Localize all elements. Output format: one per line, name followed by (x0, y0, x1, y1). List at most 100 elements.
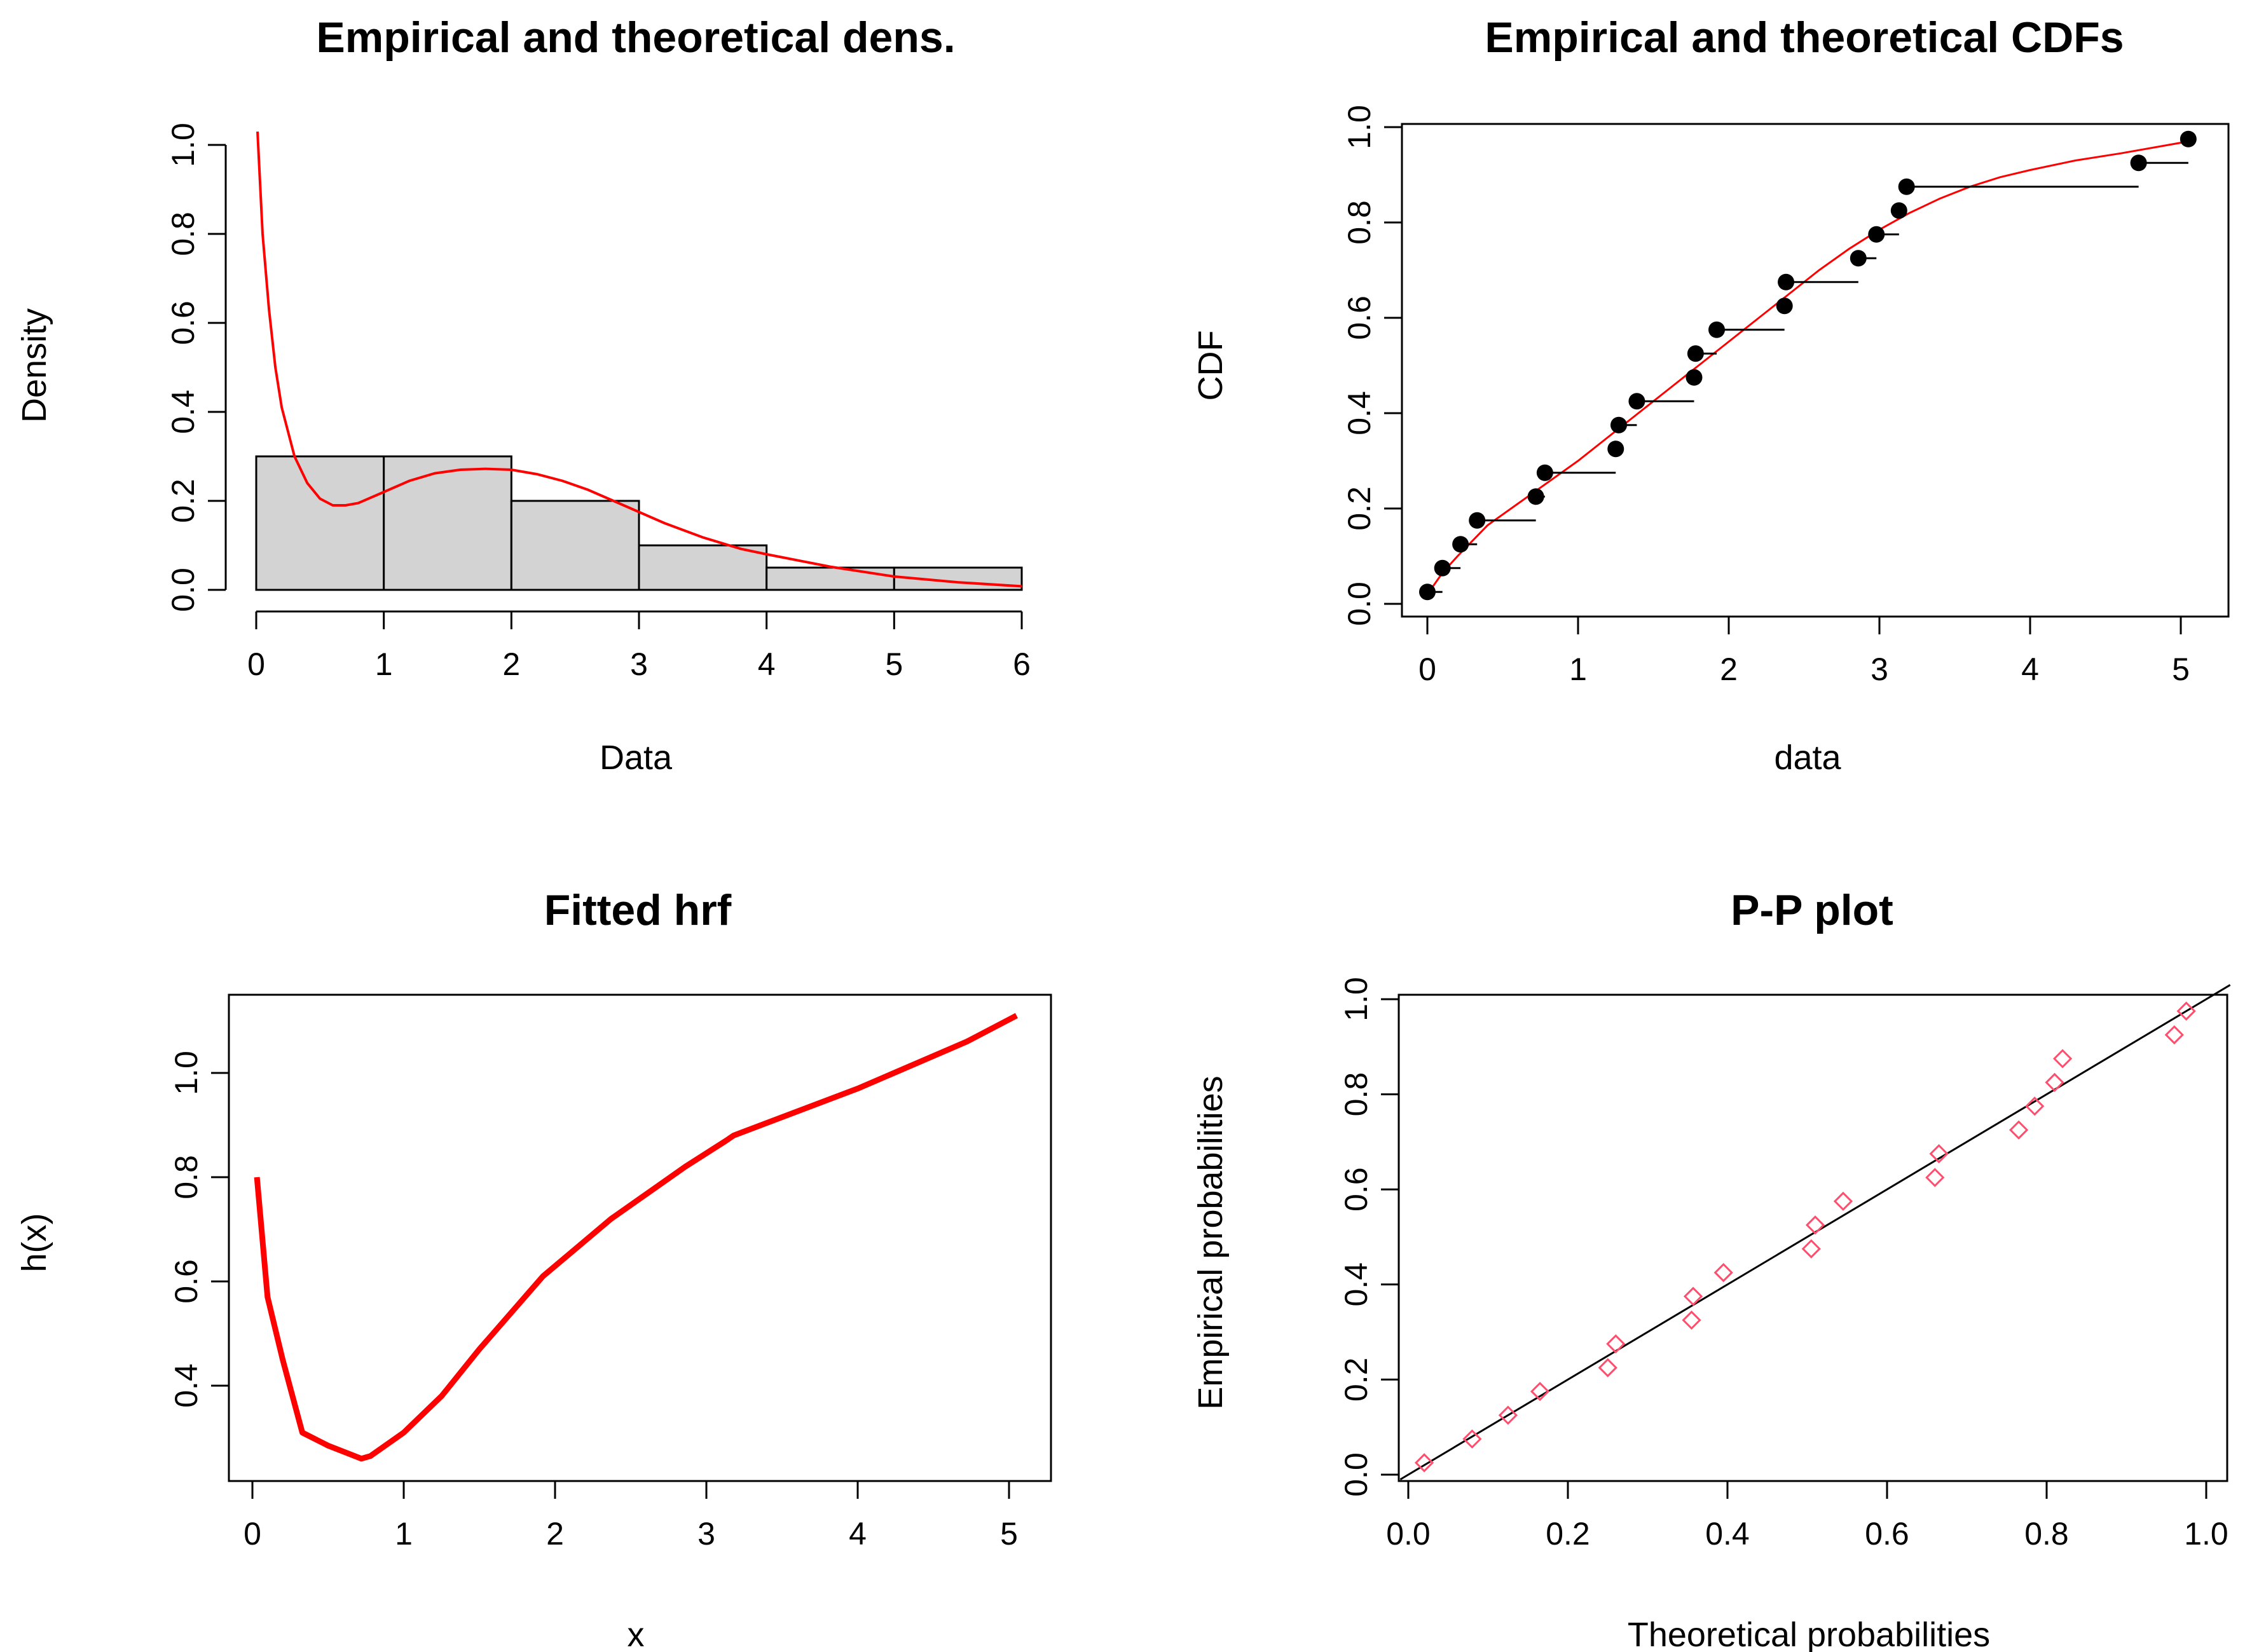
density-title: Empirical and theoretical dens. (316, 13, 955, 62)
hrf-x-tick-label: 3 (697, 1516, 715, 1552)
cdf-title: Empirical and theoretical CDFs (1485, 13, 2124, 62)
pp-point (1498, 1405, 1518, 1425)
cdf-y-tick-label: 0.2 (1342, 486, 1377, 531)
hrf-panel: Fitted hrf x h(x) 0 1 2 3 4 5 0.4 0.6 0.8 1.0 (15, 886, 1052, 1652)
pp-point (1683, 1287, 1703, 1306)
cdf-x-tick-label: 4 (2021, 652, 2039, 687)
pp-y-tick-label: 0.6 (1338, 1167, 1374, 1212)
cdf-point (1868, 226, 1885, 243)
cdf-point (2180, 130, 2197, 147)
pp-point (1462, 1429, 1482, 1449)
pp-y-tick-label: 0.0 (1338, 1452, 1374, 1497)
density-x-tick-label: 1 (375, 646, 393, 682)
pp-point (1682, 1310, 1701, 1330)
pp-point (1598, 1358, 1617, 1377)
density-ylabel: Density (15, 308, 53, 423)
pp-point (1801, 1239, 1821, 1259)
hrf-y-tick-label: 0.4 (168, 1363, 204, 1408)
pp-panel: P-P plot Theoretical probabilities Empir… (1191, 886, 2231, 1652)
histogram-bar (510, 500, 640, 591)
pp-point (1606, 1334, 1626, 1354)
cdf-point (1419, 584, 1436, 601)
density-x-tick-label: 6 (1013, 646, 1031, 682)
pp-y-tick-label: 0.2 (1338, 1358, 1374, 1402)
hrf-y-tick-label: 0.6 (168, 1259, 204, 1304)
hrf-series-line (254, 1013, 1018, 1462)
cdf-point (1687, 345, 1704, 362)
pp-point (1414, 1453, 1434, 1473)
density-xlabel: Data (600, 739, 673, 777)
density-x-tick-label: 0 (247, 646, 265, 682)
hrf-y-tick-label: 0.8 (168, 1155, 204, 1199)
density-x-tick-label: 4 (758, 646, 776, 682)
cdf-x-tick-label: 3 (1871, 652, 1888, 687)
cdf-xlabel: data (1774, 739, 1841, 777)
cdf-y-tick-label: 0.0 (1342, 582, 1377, 626)
pp-point (1805, 1215, 1825, 1235)
cdf-point (2130, 154, 2147, 172)
hrf-x-tick-label: 2 (546, 1516, 564, 1552)
density-x-tick-label: 2 (502, 646, 520, 682)
cdf-panel: Empirical and theoretical CDFs data CDF … (1191, 13, 2230, 777)
cdf-y-tick-label: 0.6 (1342, 296, 1377, 340)
density-x-tick-label: 3 (630, 646, 648, 682)
histogram-bar (383, 455, 512, 591)
density-y-tick-label: 0.0 (165, 568, 201, 612)
hrf-ylabel: h(x) (15, 1213, 53, 1273)
pp-point (1929, 1143, 1949, 1164)
pp-x-tick-label: 0.8 (2024, 1516, 2069, 1552)
pp-y-tick-label: 0.8 (1338, 1072, 1374, 1117)
pp-x-tick-label: 0.2 (1546, 1516, 1590, 1552)
density-y-tick-label: 0.2 (165, 479, 201, 523)
cdf-x-tick-label: 5 (2172, 652, 2190, 687)
cdf-ylabel: CDF (1191, 331, 1230, 401)
cdf-x-tick-label: 1 (1569, 652, 1587, 687)
cdf-plot-box (1401, 123, 2230, 618)
cdf-point (1527, 488, 1544, 505)
histogram-bar (255, 455, 385, 591)
hrf-x-tick-label: 4 (849, 1516, 867, 1552)
histogram-bar (638, 544, 768, 591)
cdf-point (1708, 321, 1726, 338)
pp-ylabel: Empirical probabilities (1191, 1075, 1230, 1409)
density-curve (256, 131, 1022, 588)
hrf-y-tick-label: 1.0 (168, 1051, 204, 1095)
pp-point (2176, 1001, 2196, 1021)
pp-point (2045, 1072, 2064, 1093)
pp-y-tick-label: 1.0 (1338, 977, 1374, 1021)
cdf-point (1469, 512, 1486, 529)
density-y-tick-label: 0.4 (165, 390, 201, 434)
density-y-tick-label: 1.0 (165, 123, 201, 167)
pp-title: P-P plot (1731, 886, 1893, 934)
pp-y-tick-label: 0.4 (1338, 1262, 1374, 1307)
pp-xlabel: Theoretical probabilities (1628, 1616, 1990, 1652)
pp-point (1530, 1381, 1550, 1402)
pp-plot-box (1397, 993, 2228, 1482)
cdf-point (1776, 297, 1793, 315)
histogram-bar (766, 566, 895, 591)
cdf-point (1628, 393, 1645, 410)
hrf-title: Fitted hrf (544, 886, 732, 934)
pp-point (1713, 1262, 1733, 1283)
density-y-tick-label: 0.6 (165, 301, 201, 345)
pp-point (2008, 1120, 2029, 1140)
cdf-point (1898, 178, 1915, 195)
pp-point (2164, 1025, 2184, 1045)
cdf-x-tick-label: 0 (1418, 652, 1436, 687)
cdf-x-tick-label: 2 (1720, 652, 1738, 687)
cdf-point (1607, 440, 1624, 458)
hrf-xlabel: x (628, 1616, 645, 1652)
cdf-point (1850, 250, 1867, 267)
pp-point (1925, 1168, 1945, 1187)
cdf-point (1890, 202, 1907, 219)
density-y-tick-label: 0.8 (165, 212, 201, 256)
cdf-point (1434, 559, 1451, 577)
pp-x-tick-label: 0.6 (1865, 1516, 1909, 1552)
pp-x-tick-label: 1.0 (2184, 1516, 2228, 1552)
cdf-y-tick-label: 0.8 (1342, 200, 1377, 245)
cdf-point (1610, 416, 1627, 433)
cdf-point (1452, 536, 1469, 553)
hrf-x-tick-label: 1 (395, 1516, 413, 1552)
pp-point (2025, 1096, 2045, 1116)
